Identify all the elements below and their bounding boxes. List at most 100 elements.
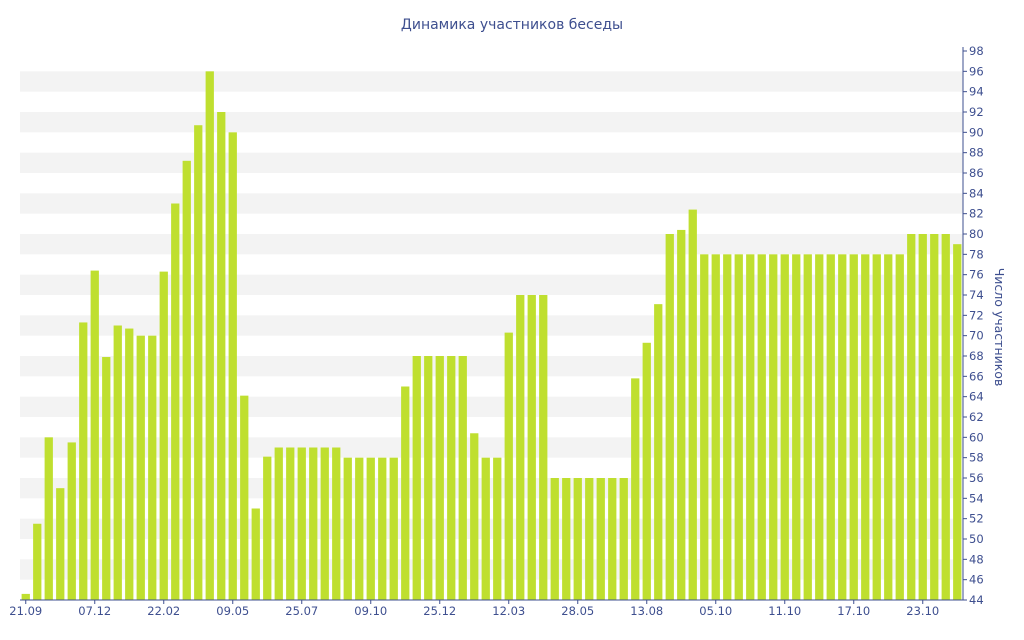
y-tick-label: 44 [969, 593, 984, 607]
bar [228, 132, 237, 600]
bar [274, 447, 283, 600]
bar [251, 508, 260, 600]
bar [79, 322, 88, 600]
bar [458, 356, 467, 600]
bar [711, 254, 720, 600]
bar [930, 234, 939, 600]
grid-band [20, 152, 963, 173]
bar [90, 270, 99, 600]
bar [815, 254, 824, 600]
bar [953, 244, 962, 601]
bar [838, 254, 847, 600]
bar [102, 357, 111, 600]
bar [44, 437, 53, 600]
y-tick-label: 64 [969, 390, 984, 404]
bar [734, 254, 743, 600]
bar [654, 304, 663, 600]
x-tick-label: 05.10 [699, 604, 732, 618]
bar [401, 386, 410, 600]
bar [286, 447, 295, 600]
bar [585, 478, 594, 600]
bar [182, 160, 191, 601]
bar [424, 356, 433, 600]
bar [493, 457, 502, 600]
bar [481, 457, 490, 600]
y-axis-label: Число участников [992, 268, 1007, 387]
x-tick-label: 22.02 [147, 604, 180, 618]
x-tick-label: 17.10 [837, 604, 870, 618]
y-tick-label: 80 [969, 227, 984, 241]
x-axis: 21.09 07.12 22.02 09.05 25.07 09.10 25.12 12.03… [9, 599, 963, 618]
y-tick-label: 46 [969, 573, 984, 587]
bar [378, 457, 387, 600]
bar [884, 254, 893, 600]
bar [688, 209, 697, 600]
y-tick-label: 66 [969, 369, 984, 383]
bar [67, 442, 76, 600]
y-tick-label: 84 [969, 186, 984, 200]
bar [780, 254, 789, 600]
bar [412, 356, 421, 600]
bar [665, 234, 674, 600]
bars [21, 71, 962, 601]
y-tick-label: 52 [969, 512, 984, 526]
y-tick-label: 56 [969, 471, 984, 485]
bar [642, 342, 651, 600]
bar [631, 378, 640, 600]
x-tick-label: 09.10 [354, 604, 387, 618]
bar [171, 203, 180, 600]
x-tick-label: 13.08 [630, 604, 663, 618]
x-tick-label: 07.12 [78, 604, 111, 618]
bar [550, 478, 559, 600]
x-tick-label: 28.05 [561, 604, 594, 618]
bar [56, 488, 65, 600]
bar [941, 234, 950, 600]
bar [907, 234, 916, 600]
bar [332, 447, 341, 600]
bar [159, 271, 168, 600]
bar [872, 254, 881, 600]
bar [596, 478, 605, 600]
x-tick-label: 12.03 [492, 604, 525, 618]
bar [355, 457, 364, 600]
bar [918, 234, 927, 600]
bar [366, 457, 375, 600]
bar [240, 395, 249, 600]
x-tick-label: 23.10 [906, 604, 939, 618]
y-tick-label: 96 [969, 64, 984, 78]
bar [746, 254, 755, 600]
bar [527, 295, 536, 600]
bar [723, 254, 732, 600]
y-tick-label: 54 [969, 491, 984, 505]
bar [539, 295, 548, 600]
bar [769, 254, 778, 600]
bar [263, 456, 272, 600]
y-tick-label: 78 [969, 247, 984, 261]
bar [205, 71, 214, 600]
y-tick-label: 94 [969, 85, 984, 99]
bar [757, 254, 766, 600]
bar [435, 356, 444, 600]
y-tick-label: 90 [969, 125, 984, 139]
bar [33, 523, 42, 600]
bar [447, 356, 456, 600]
bar [470, 433, 479, 600]
bar [700, 254, 709, 600]
bar [677, 229, 686, 600]
y-tick-label: 72 [969, 308, 984, 322]
x-tick-label: 21.09 [9, 604, 42, 618]
bar [826, 254, 835, 600]
y-tick-label: 76 [969, 268, 984, 282]
bar [803, 254, 812, 600]
bar [619, 478, 628, 600]
bar [389, 457, 398, 600]
bar [113, 325, 122, 600]
bar [573, 478, 582, 600]
bar [125, 328, 134, 600]
bar [194, 125, 203, 600]
chart-title: Динамика участников беседы [401, 17, 623, 33]
y-tick-label: 50 [969, 532, 984, 546]
bar [136, 335, 145, 600]
bar [516, 295, 525, 600]
y-tick-label: 62 [969, 410, 984, 424]
